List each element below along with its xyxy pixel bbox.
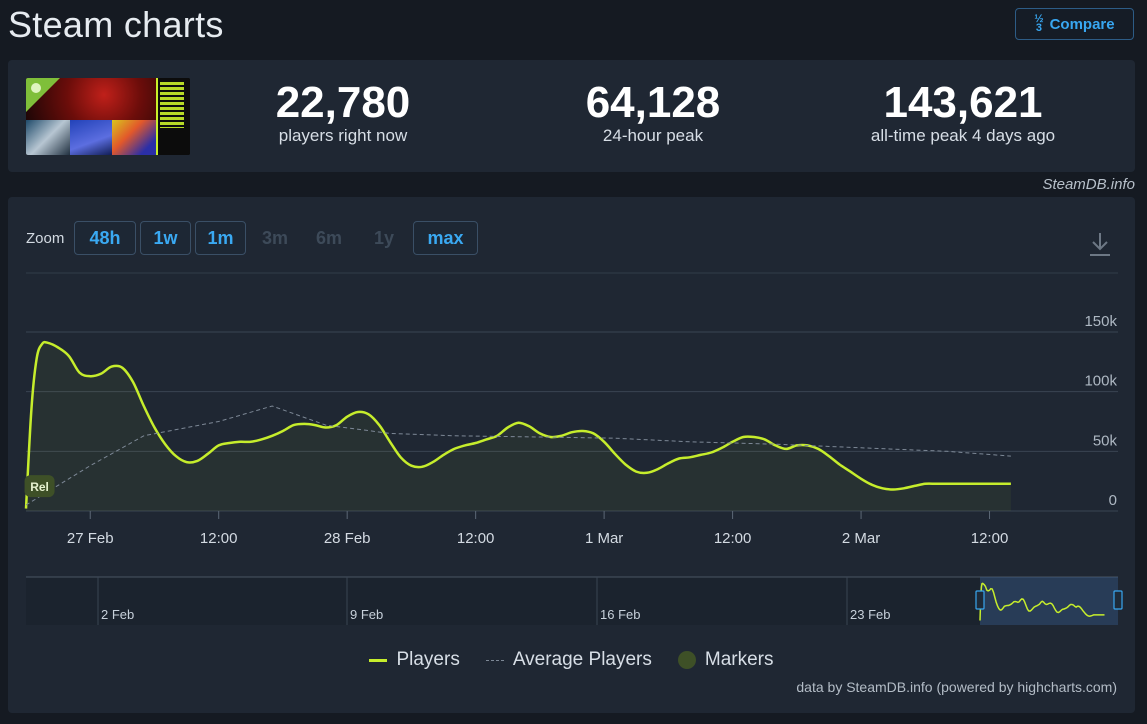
zoom-label: Zoom (26, 230, 65, 247)
stat-peak-24h-label: 24-hour peak (602, 126, 704, 145)
players-line (24, 340, 1011, 509)
thumb-logo-lettering (160, 82, 184, 128)
thumb-art-blue (26, 120, 70, 155)
credits[interactable]: data by SteamDB.info (powered by highcha… (796, 679, 1117, 695)
stat-peak-24h: 64,128 24-hour peak (558, 80, 748, 146)
game-thumbnail[interactable] (26, 78, 190, 155)
navigator-handle-right[interactable] (1113, 590, 1123, 610)
average-line (25, 405, 1011, 506)
x-tick-label: 12:00 (714, 530, 752, 547)
y-tick-label: 100k (1084, 373, 1117, 390)
y-tick-label: 0 (1109, 492, 1117, 509)
stats-panel: 22,780 players right now 64,128 24-hour … (8, 60, 1135, 172)
navigator-label: 2 Feb (101, 607, 134, 622)
stat-current-label: players right now (278, 126, 408, 145)
legend-markers-label: Markers (704, 649, 774, 670)
compare-label: Compare (1049, 15, 1115, 33)
legend-item-players[interactable]: Players (369, 649, 460, 671)
zoom-button-1m[interactable]: 1m (195, 221, 246, 255)
zoom-button-48h[interactable]: 48h (74, 221, 136, 255)
y-tick-label: 150k (1084, 313, 1117, 330)
legend-average-label: Average Players (512, 649, 652, 670)
navigator-bg (26, 577, 1118, 625)
thumb-corner-badge (26, 78, 60, 112)
x-tick-label: 1 Mar (585, 530, 623, 547)
legend-players-label: Players (396, 649, 460, 670)
download-icon[interactable] (1088, 231, 1112, 257)
zoom-button-6m: 6m (315, 227, 342, 248)
legend: Players Average Players Markers (8, 649, 1135, 671)
stat-alltime-label[interactable]: all-time peak 4 days ago (870, 126, 1056, 145)
zoom-button-max[interactable]: max (413, 221, 478, 255)
legend-players-line (369, 658, 388, 662)
chart-panel: Zoom 48h 1w 1m 3m 6m 1y max 0 50k 100k 150k 27 Feb… (8, 197, 1135, 713)
thumb-art-mid (70, 120, 112, 155)
steam-icon (31, 83, 41, 93)
stat-alltime-peak: 143,621 all-time peak 4 days ago (848, 80, 1078, 146)
navigator-label: 9 Feb (350, 607, 383, 622)
zoom-button-3m: 3m (261, 227, 288, 248)
players-chart[interactable]: 0 50k 100k 150k 27 Feb 12:00 28 Feb 12:00 1 Mar 1… (8, 197, 1135, 647)
legend-average-line (485, 659, 504, 661)
x-tick-label: 12:00 (200, 530, 238, 547)
zoom-button-1y: 1y (373, 227, 395, 248)
page-title: Steam charts (8, 4, 224, 45)
navigator-label: 23 Feb (850, 607, 890, 622)
x-tick-label: 27 Feb (67, 530, 114, 547)
stat-peak-24h-value: 64,128 (585, 78, 721, 127)
navigator-handle-left[interactable] (975, 590, 985, 610)
stat-current-value: 22,780 (275, 78, 411, 127)
legend-markers-dot (677, 651, 696, 669)
x-tick-label: 28 Feb (324, 530, 371, 547)
x-tick-label: 12:00 (971, 530, 1009, 547)
thumb-art-fire (112, 120, 156, 155)
y-tick-label: 50k (1093, 432, 1118, 449)
legend-item-average[interactable]: Average Players (485, 649, 652, 671)
marker-rel (24, 475, 55, 498)
legend-item-markers[interactable]: Markers (677, 649, 774, 671)
players-area (26, 342, 1011, 511)
zoom-button-1w[interactable]: 1w (140, 221, 191, 255)
steamdb-note: SteamDB.info (1042, 176, 1135, 193)
x-tick-label: 12:00 (457, 530, 495, 547)
stat-current: 22,780 players right now (248, 80, 438, 146)
marker-rel-label: Rel (30, 480, 49, 494)
stat-alltime-value: 143,621 (883, 78, 1043, 127)
navigator-line (979, 582, 1105, 621)
x-tick-label: 2 Mar (842, 530, 880, 547)
navigator-selection (980, 577, 1118, 625)
navigator-label: 16 Feb (600, 607, 640, 622)
